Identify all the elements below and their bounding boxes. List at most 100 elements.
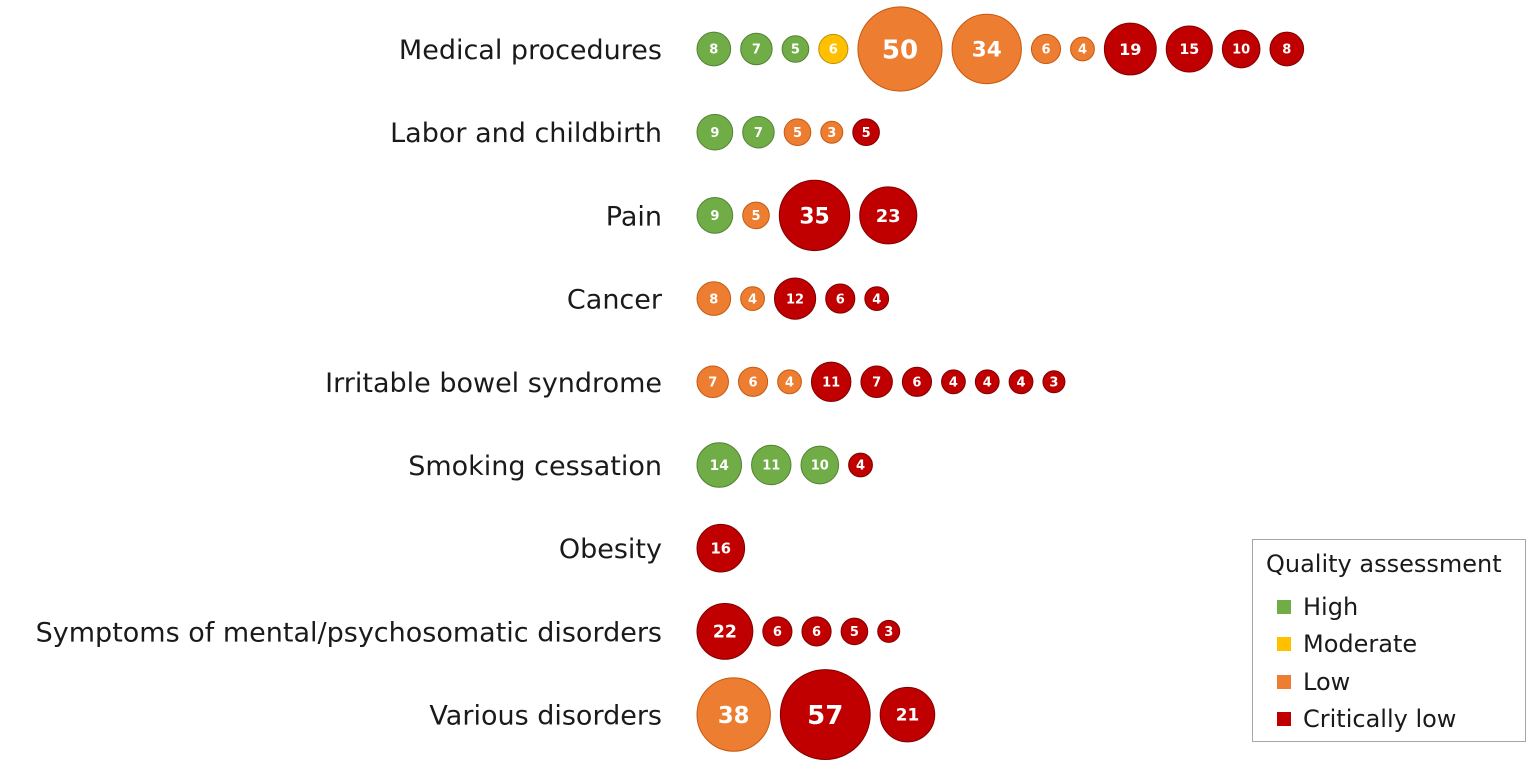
bubble-circle [879, 686, 936, 743]
legend-swatch [1277, 712, 1291, 727]
bubble: 6 [825, 283, 856, 314]
bubble: 5 [781, 35, 810, 63]
bubble-circle [696, 281, 732, 316]
bubble-value-label: 7 [708, 375, 717, 390]
bubble-circle [742, 115, 775, 149]
bubble-value-label: 34 [972, 38, 1002, 63]
bubble: 4 [777, 369, 802, 395]
bubble: 12 [773, 277, 817, 320]
bubble-circle [941, 369, 966, 395]
bubble-value-label: 6 [1041, 43, 1050, 58]
bubble-value-label: 10 [1232, 43, 1250, 58]
bubble-value-label: 6 [829, 43, 838, 58]
bubble-circle [737, 366, 769, 397]
bubble-circle [742, 201, 770, 230]
bubble-circle [951, 13, 1022, 85]
bubble-value-label: 7 [752, 43, 761, 58]
bubble-circle [778, 179, 851, 252]
bubble-value-label: 10 [811, 459, 829, 474]
bubble-circle [901, 366, 933, 397]
bubble: 4 [740, 286, 765, 312]
bubble-circle [696, 113, 734, 151]
row-label: Pain [606, 201, 662, 232]
bubble: 5 [852, 118, 880, 147]
bubble: 50 [857, 6, 943, 92]
bubble-value-label: 38 [718, 703, 750, 729]
bubble-circle [696, 365, 729, 399]
bubble: 8 [696, 31, 732, 67]
bubble-value-label: 35 [799, 204, 829, 229]
bubble: 5 [742, 201, 770, 230]
bubble-value-label: 12 [786, 292, 804, 307]
row-label: Medical procedures [399, 35, 662, 66]
bubble: 16 [696, 523, 746, 573]
bubble-circle [783, 118, 812, 147]
bubble: 6 [762, 616, 793, 647]
bubble-value-label: 5 [862, 126, 871, 141]
bubble-value-label: 21 [896, 705, 920, 725]
bubble: 10 [800, 445, 840, 485]
bubble-circle [740, 286, 765, 312]
bubble: 8 [1269, 31, 1305, 67]
bubble-value-label: 6 [773, 625, 782, 640]
bubble-value-label: 11 [822, 375, 840, 390]
bubble-circle [864, 286, 890, 312]
row-label: Obesity [559, 534, 662, 565]
bubble: 6 [801, 616, 832, 647]
row-label: Smoking cessation [408, 451, 662, 482]
bubble-value-label: 11 [762, 459, 780, 474]
bubble: 4 [941, 369, 966, 395]
bubble: 6 [1030, 33, 1062, 65]
bubble: 21 [879, 686, 936, 743]
bubble-circle [852, 118, 880, 147]
bubble-value-label: 6 [749, 375, 758, 390]
bubble-circle [818, 33, 849, 65]
bubble-circle [820, 120, 844, 144]
bubble: 3 [820, 120, 844, 144]
bubble-circle [860, 365, 893, 399]
bubble: 8 [696, 281, 732, 316]
row-label: Various disorders [429, 701, 662, 732]
bubble: 10 [1221, 29, 1261, 69]
bubble: 7 [696, 365, 729, 399]
bubble-circle [779, 669, 871, 761]
bubble: 4 [1070, 36, 1095, 62]
bubble: 7 [860, 365, 893, 399]
bubble-value-label: 3 [1049, 375, 1058, 390]
bubble: 5 [783, 118, 812, 147]
bubble: 6 [818, 33, 849, 65]
bubble: 5 [840, 617, 869, 646]
legend-title: Quality assessment [1266, 550, 1502, 578]
bubble-value-label: 6 [836, 292, 845, 307]
bubble: 3 [877, 619, 901, 643]
bubble-circle [696, 442, 743, 488]
bubble: 4 [974, 369, 1000, 395]
bubble-circle [751, 444, 792, 486]
bubble-circle [696, 602, 754, 660]
bubble-value-label: 15 [1179, 42, 1199, 58]
bubble-value-label: 50 [882, 35, 918, 65]
row-label: Labor and childbirth [390, 118, 662, 149]
bubble-circle [974, 369, 1000, 395]
bubble-value-label: 8 [709, 43, 718, 58]
bubble-circle [1269, 31, 1305, 67]
bubble-value-label: 6 [812, 625, 821, 640]
bubble-circle [848, 452, 873, 478]
bubble-value-label: 4 [949, 375, 958, 390]
bubble-circle [877, 619, 901, 643]
bubble: 9 [696, 197, 734, 234]
bubble-value-label: 5 [793, 126, 802, 141]
bubble-circle [810, 361, 852, 403]
bubble-value-label: 14 [710, 458, 729, 474]
bubble-circle [1221, 29, 1261, 69]
bubble-circle [825, 283, 856, 314]
bubble: 4 [864, 286, 890, 312]
bubble-value-label: 4 [872, 292, 881, 307]
legend-swatch [1277, 674, 1291, 689]
bubble-value-label: 23 [876, 207, 901, 227]
bubble-value-label: 7 [754, 126, 763, 141]
bubble-value-label: 6 [912, 375, 921, 390]
legend-item: High [1277, 588, 1456, 626]
bubble-value-label: 5 [791, 43, 800, 58]
legend-label: Low [1303, 667, 1351, 696]
